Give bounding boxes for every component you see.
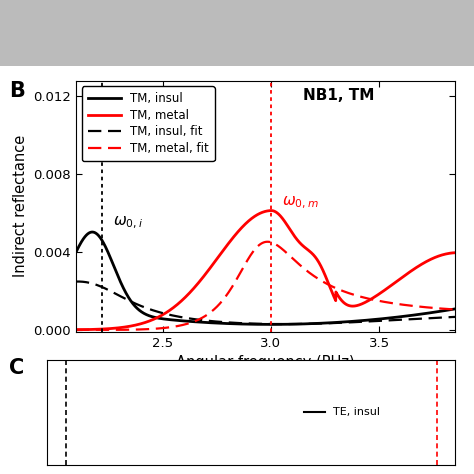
Text: TE, insul: TE, insul (333, 407, 380, 418)
Text: B: B (9, 81, 25, 100)
X-axis label: Angular frequency (PHz): Angular frequency (PHz) (176, 355, 355, 370)
Text: C: C (9, 358, 25, 378)
Text: $\omega_{0,m}$: $\omega_{0,m}$ (282, 195, 319, 211)
Text: NB1, TM: NB1, TM (303, 88, 375, 103)
Legend: TM, insul, TM, metal, TM, insul, fit, TM, metal, fit: TM, insul, TM, metal, TM, insul, fit, TM… (82, 86, 215, 161)
Y-axis label: Indirect reflectance: Indirect reflectance (12, 135, 27, 277)
Text: $\omega_{0,i}$: $\omega_{0,i}$ (113, 215, 143, 231)
